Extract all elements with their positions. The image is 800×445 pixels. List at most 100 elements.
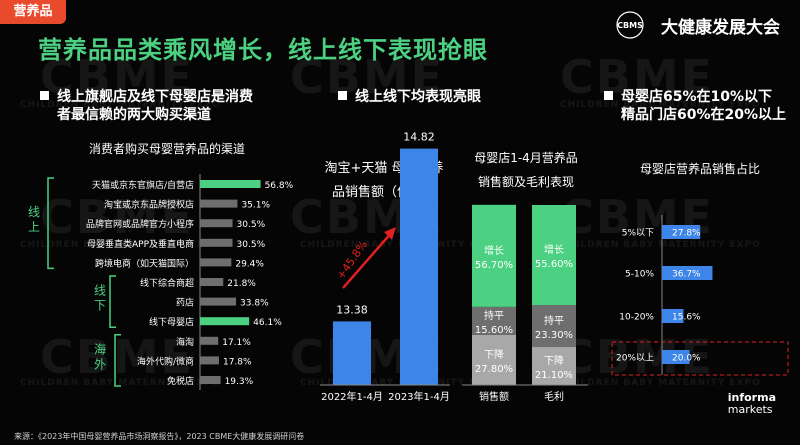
chart1-value-label: 33.8% [240, 299, 269, 309]
chart3-segment [532, 205, 576, 306]
bullet-2-line-1: 线上线下均表现亮眼 [355, 89, 481, 105]
chart4-category-label: 5-10% [625, 270, 654, 280]
chart1-group-label-char: 下 [94, 299, 106, 313]
watermark-logo: CBME [40, 330, 195, 384]
chart1-category-label: 品牌官网或品牌官方小程序 [86, 218, 194, 230]
chart1-group-label-char: 上 [28, 220, 40, 234]
chart1-group-label-char: 海 [94, 341, 106, 356]
chart2-category-label: 2022年1-4月 [321, 390, 383, 403]
chart1-group-bracket [109, 275, 116, 328]
chart4-value-label: 36.7% [672, 270, 701, 280]
chart2-bar [333, 321, 371, 385]
watermark-text: CHILDREN BABY MATERNITY EXPO [560, 378, 761, 388]
chart4-title: 母婴店营养品销售占比 [640, 161, 760, 176]
chart3-value-label: 23.30% [535, 330, 573, 341]
informa-line-1: informa [727, 391, 776, 404]
chart1-category-label: 线下综合商超 [140, 277, 194, 289]
bullet-1-line-1: 线上旗舰店及线下母婴店是消费 [57, 89, 253, 105]
chart1-bar [200, 180, 261, 188]
cbms-logo-text: CBMS [617, 21, 643, 30]
chart2-value-label: 13.38 [336, 303, 368, 316]
chart4-category-label: 5%以下 [622, 229, 654, 239]
chart1-bar [200, 199, 238, 208]
chart4-bar [662, 350, 690, 364]
bullet-1-line-2: 者最信赖的两大购买渠道 [57, 107, 211, 123]
chart1-category-label: 药店 [176, 297, 194, 309]
chart3-segment [532, 305, 576, 348]
chart3-segment [472, 306, 516, 335]
watermark-text: CHILDREN BABY MATERNITY EXPO [20, 240, 221, 250]
chart1-group-bracket [47, 177, 54, 270]
chart3-value-label: 55.60% [535, 259, 573, 270]
watermark-logo: CBME [40, 190, 195, 244]
chart1-bar [200, 336, 219, 345]
chart1-category-label: 母婴垂直类APP及垂直电商 [87, 238, 194, 250]
chart4-bar [662, 266, 713, 280]
chart4-bar [662, 309, 684, 323]
chart3-series-name: 增长 [544, 243, 564, 256]
watermark-logo: CBME [290, 50, 445, 104]
chart1-bar [200, 258, 232, 267]
bullet-3-line-2: 精品门店60%在20%以上 [621, 107, 787, 123]
chart1-value-label: 21.8% [227, 279, 256, 289]
chart3-value-label: 56.70% [475, 260, 513, 271]
chart2-value-label: 14.82 [403, 131, 435, 144]
brand: CBMS 大健康发展大会 [605, 8, 780, 42]
chart4-category-label: 20%以上 [616, 353, 654, 364]
chart3-category-label: 销售额 [479, 390, 509, 403]
chart1-bar [200, 356, 219, 365]
chart3-series-name: 下降 [484, 348, 504, 361]
watermark-text: CHILDREN BABY MATERNITY EXPO [300, 378, 500, 388]
chart1-bar [200, 317, 250, 326]
chart1-value-label: 29.4% [235, 259, 264, 269]
chart3-series-name: 持平 [544, 314, 564, 327]
chart1-bar [200, 278, 224, 286]
chart1-value-label: 56.8% [265, 181, 294, 191]
chart1-category-label: 线下母婴店 [149, 316, 194, 328]
chart1-value-label: 17.1% [222, 338, 251, 348]
watermark-text: CHILDREN BABY MATERNITY EXPO [300, 240, 500, 250]
chart4-value-label: 20.0% [672, 354, 701, 364]
chart4-bar [662, 225, 701, 239]
watermark-text: CHILDREN BABY MATERNITY EXPO [560, 240, 761, 250]
chart3-title-line-2: 销售额及毛利表现 [478, 174, 574, 189]
cbms-logo-icon: CBMS [605, 10, 655, 40]
chart1-title: 消费者购买母婴营养品的渠道 [89, 141, 245, 156]
chart4-value-label: 15.6% [672, 313, 701, 323]
watermark-text: CHILDREN BABY MATERNITY EXPO [20, 100, 221, 110]
chart1-value-label: 30.5% [237, 220, 266, 230]
chart1-category-label: 免税店 [167, 375, 194, 387]
chart1-value-label: 17.8% [223, 357, 252, 367]
chart4-highlight-box [611, 341, 789, 376]
page-title: 营养品品类乘风增长，线上线下表现抢眼 [38, 36, 488, 64]
informa-logo: informa markets [728, 392, 776, 416]
chart3-category-label: 毛利 [544, 391, 564, 403]
chart1-category-label: 跨境电商（如天猫国际） [95, 257, 194, 269]
informa-line-2: markets [727, 403, 773, 416]
chart2-bar [400, 148, 438, 385]
chart3-segment [532, 347, 576, 385]
chart1-value-label: 30.5% [237, 240, 266, 250]
chart3-value-label: 21.10% [535, 370, 573, 381]
chart3-segment [472, 204, 516, 307]
chart1-value-label: 35.1% [241, 201, 270, 211]
section-tag: 营养品 [0, 0, 66, 24]
watermark-logo: CBME [40, 50, 195, 104]
chart1-category-label: 海淘 [176, 336, 194, 348]
source-note: 来源：《2023年中国母婴营养品市场洞察报告》，2023 CBME大健康发展调研… [14, 432, 305, 441]
chart3-value-label: 15.60% [475, 325, 513, 336]
watermark-text: CHILDREN BABY MATERNITY EXPO [560, 100, 761, 110]
chart1-value-label: 19.3% [225, 377, 254, 387]
chart1-category-label: 海外代购/微商 [137, 355, 194, 367]
chart1-bar [200, 297, 237, 306]
chart1-group-label-char: 外 [94, 357, 106, 371]
bullet-1: 线上旗舰店及线下母婴店是消费 者最信赖的两大购买渠道 [40, 88, 253, 124]
bullet-2: 线上线下均表现亮眼 [338, 88, 481, 106]
brand-name: 大健康发展大会 [661, 17, 780, 38]
chart1-group-label-char: 线 [28, 205, 40, 219]
chart2-category-label: 2023年1-4月 [388, 390, 450, 403]
chart1-bar [200, 376, 221, 384]
chart1-group-label-char: 线 [94, 284, 106, 298]
chart1-group-bracket [114, 334, 121, 387]
